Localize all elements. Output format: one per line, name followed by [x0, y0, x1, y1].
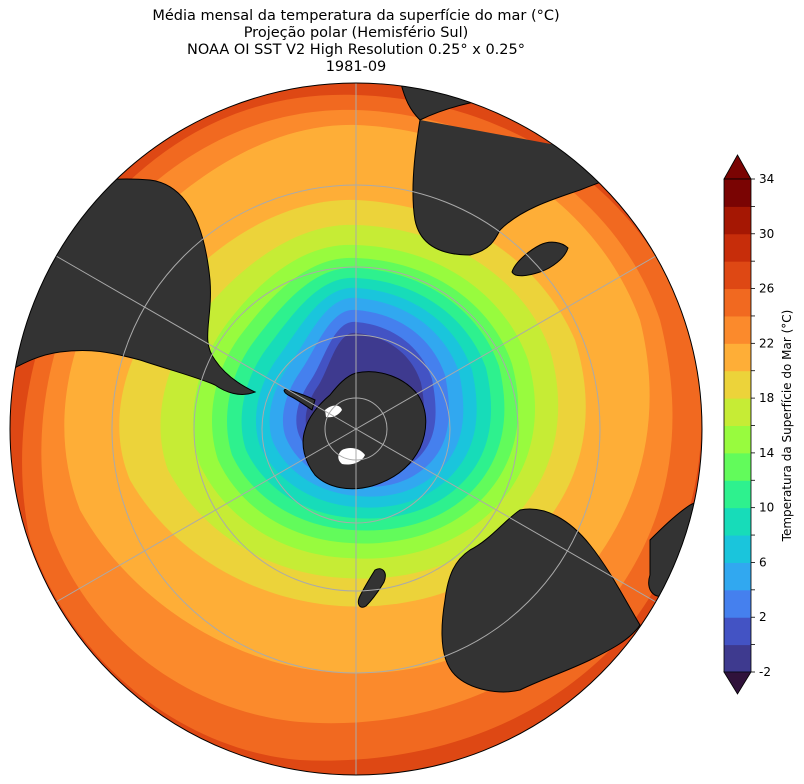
land-antarctica: [302, 371, 427, 490]
colorbar-tick-label: 22: [759, 336, 774, 350]
colorbar-tick-label: 26: [759, 282, 774, 296]
colorbar-segment: [724, 288, 751, 317]
land-new-zealand: [357, 568, 386, 608]
colorbar-segment: [724, 370, 751, 399]
colorbar-under-extension: [723, 671, 752, 695]
land-australia: [441, 508, 641, 693]
colorbar-segment: [724, 261, 751, 290]
colorbar-over-extension: [723, 154, 752, 180]
meridian-120e: [355, 428, 657, 603]
title-line-4: 1981-09: [325, 59, 387, 75]
colorbar-segment: [724, 315, 751, 344]
colorbar-segment: [724, 535, 751, 563]
meridian-60e: [355, 255, 657, 430]
title-line-1: Média mensal da temperatura da superfíci…: [152, 8, 560, 24]
land-madagascar: [511, 241, 569, 277]
colorbar-segment: [724, 589, 751, 618]
colorbar-segment: [724, 343, 751, 372]
colorbar-segment: [724, 233, 751, 262]
colorbar-segment: [724, 480, 751, 509]
title-line-3: NOAA OI SST V2 High Resolution 0.25° x 0…: [187, 42, 525, 58]
colorbar-tick-label: 2: [759, 610, 767, 624]
map-disc: [10, 83, 702, 775]
map-boundary: [9, 82, 703, 776]
chart-title: Média mensal da temperatura da superfíci…: [0, 8, 712, 76]
colorbar-tick-label: 6: [759, 555, 767, 569]
colorbar-segment: [724, 452, 751, 481]
colorbar-segment: [724, 617, 751, 646]
colorbar-segment: [724, 398, 751, 426]
colorbar-label: Temperatura da Superfície do Mar (°C): [780, 310, 794, 543]
meridian-60w: [55, 255, 357, 430]
meridian-120w: [55, 428, 357, 603]
colorbar-tick-label: 34: [759, 172, 774, 186]
colorbar-tick-label: 10: [759, 501, 774, 515]
colorbar-segment: [724, 206, 751, 235]
colorbar-tick-label: 30: [759, 227, 774, 241]
colorbar-tick-label: 14: [759, 446, 774, 460]
weddell-ice-shelf: [325, 405, 342, 418]
gridlines: [55, 83, 657, 775]
title-line-2: Projeção polar (Hemisfério Sul): [243, 25, 469, 41]
colorbar-segment: [724, 507, 751, 536]
colorbar-segment: [724, 179, 751, 207]
colorbar-tick-label: -2: [759, 665, 771, 679]
colorbar-segment: [724, 425, 751, 454]
colorbar-segment: [724, 562, 751, 591]
colorbar-segment: [724, 644, 751, 673]
land-antarctic-peninsula: [283, 389, 316, 411]
colorbar-tick-label: 18: [759, 391, 774, 405]
